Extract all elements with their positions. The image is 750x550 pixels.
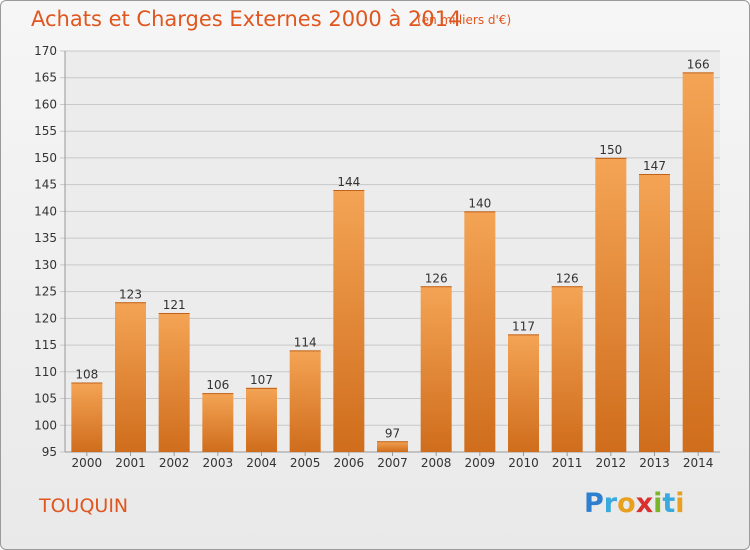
bar <box>508 334 539 452</box>
data-label: 108 <box>75 367 98 381</box>
bar <box>551 286 583 452</box>
y-tick-label: 150 <box>34 151 57 165</box>
bar <box>115 302 146 452</box>
y-tick-label: 165 <box>34 71 57 85</box>
y-tick-label: 130 <box>34 258 57 272</box>
bar <box>464 211 496 452</box>
data-label: 147 <box>643 159 666 173</box>
x-tick-label: 2003 <box>203 456 234 470</box>
x-tick-label: 2013 <box>639 456 670 470</box>
data-label: 123 <box>119 287 142 301</box>
x-tick-label: 2004 <box>246 456 277 470</box>
bar <box>420 286 452 452</box>
x-tick-label: 2001 <box>115 456 146 470</box>
logo-letter: o <box>617 488 636 519</box>
data-label: 150 <box>599 143 622 157</box>
bar <box>595 157 627 452</box>
y-tick-label: 160 <box>34 97 57 111</box>
data-label: 144 <box>337 175 360 189</box>
data-label: 126 <box>556 271 579 285</box>
y-tick-label: 125 <box>34 285 57 299</box>
y-tick-label: 115 <box>34 338 57 352</box>
logo-letter: t <box>662 488 676 519</box>
data-label: 106 <box>206 378 229 392</box>
y-tick-label: 135 <box>34 231 57 245</box>
logo-letter: P <box>584 488 604 519</box>
bar <box>289 350 321 452</box>
y-tick-label: 120 <box>34 311 57 325</box>
x-tick-label: 2009 <box>465 456 496 470</box>
y-tick-label: 110 <box>34 365 57 379</box>
logo-letter: i <box>675 488 685 519</box>
logo-letter: r <box>603 488 618 519</box>
y-tick-label: 105 <box>34 392 57 406</box>
chart-title: Achats et Charges Externes 2000 à 2014 <box>31 7 462 31</box>
x-tick-label: 2014 <box>683 456 714 470</box>
chart-unit: (en milliers d'€) <box>417 13 512 27</box>
x-tick-label: 2005 <box>290 456 321 470</box>
y-tick-label: 95 <box>42 445 57 459</box>
y-tick-label: 155 <box>34 124 57 138</box>
x-tick-label: 2010 <box>508 456 539 470</box>
x-tick-label: 2007 <box>377 456 408 470</box>
bar <box>377 441 408 452</box>
bar <box>639 173 670 452</box>
logo-letter: x <box>635 488 654 519</box>
data-label: 121 <box>163 298 186 312</box>
bar <box>246 387 277 452</box>
commune-name: TOUQUIN <box>39 495 129 517</box>
logo-letter: i <box>653 488 663 519</box>
data-label: 166 <box>687 57 710 71</box>
y-tick-label: 170 <box>34 44 57 58</box>
proxiti-logo[interactable]: Proxiti <box>584 488 685 519</box>
x-tick-label: 2002 <box>159 456 190 470</box>
y-tick-label: 145 <box>34 178 57 192</box>
x-tick-label: 2006 <box>334 456 365 470</box>
x-tick-label: 2012 <box>596 456 627 470</box>
data-label: 117 <box>512 319 535 333</box>
x-tick-label: 2000 <box>72 456 103 470</box>
x-tick-label: 2008 <box>421 456 452 470</box>
data-label: 97 <box>385 426 400 440</box>
y-tick-label: 140 <box>34 204 57 218</box>
bar <box>158 312 190 452</box>
bar <box>71 382 103 452</box>
data-label: 140 <box>468 196 491 210</box>
data-label: 126 <box>425 271 448 285</box>
x-tick-label: 2011 <box>552 456 583 470</box>
y-tick-label: 100 <box>34 418 57 432</box>
data-label: 114 <box>294 335 317 349</box>
bar <box>202 393 234 452</box>
bar <box>333 190 365 452</box>
bar <box>682 72 714 453</box>
data-label: 107 <box>250 373 273 387</box>
